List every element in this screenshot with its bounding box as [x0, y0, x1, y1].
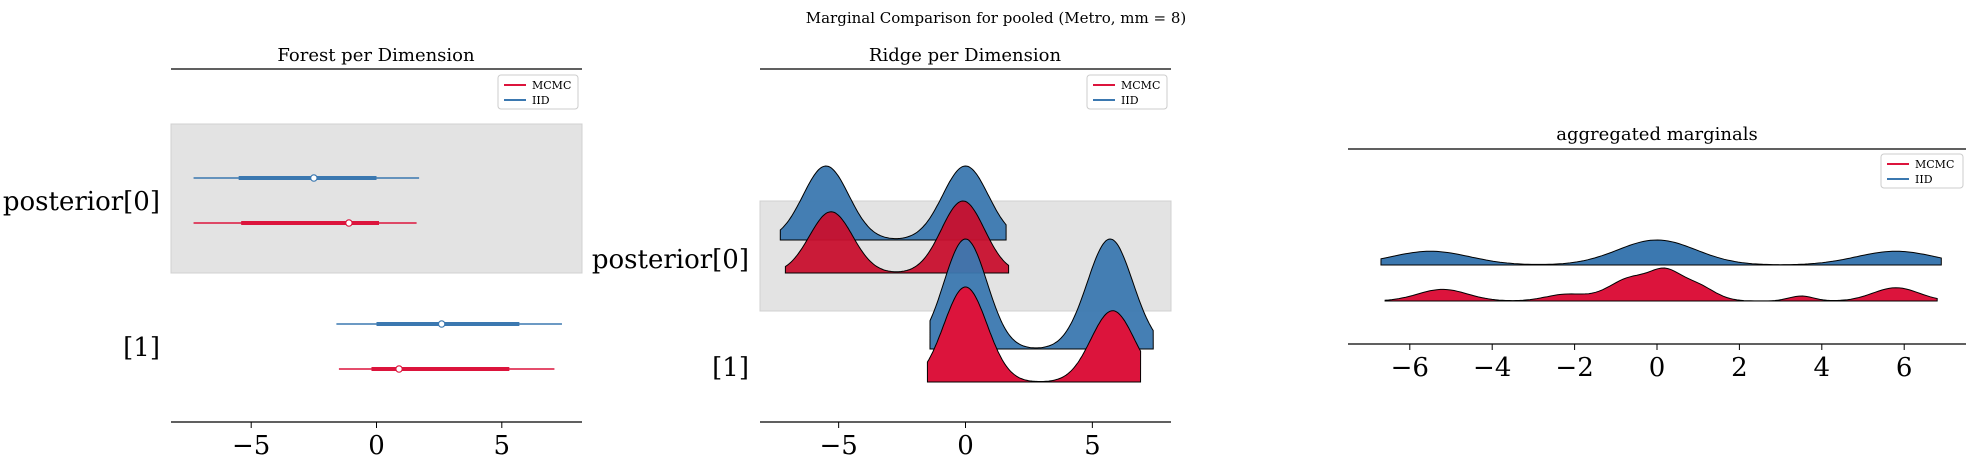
- aggregated-xtick: 0: [1649, 344, 1666, 383]
- legend-mcmc-label: MCMC: [1121, 79, 1160, 92]
- aggregated-xtick-label: 2: [1731, 353, 1748, 383]
- aggregated-iid-density: [1380, 239, 1942, 266]
- forest-row-1-iid: [336, 320, 562, 328]
- ridge-panel: Ridge per Dimension posterior[0] [1] −5 …: [592, 45, 1172, 461]
- ridge-xtick: 0: [957, 422, 974, 461]
- aggregated-xtick: −4: [1473, 344, 1511, 383]
- legend-mcmc-label: MCMC: [1915, 158, 1954, 171]
- aggregated-xtick-label: −4: [1473, 353, 1511, 383]
- aggregated-xtick-label: −2: [1555, 353, 1593, 383]
- aggregated-mcmc-density: [1384, 267, 1938, 302]
- forest-xtick: −5: [232, 422, 270, 461]
- ridge-xtick: 5: [1084, 422, 1101, 461]
- aggregated-xticks: −6 −4 −2 0 2 4 6: [1391, 344, 1913, 383]
- forest-row-1-iid-point: [437, 320, 446, 328]
- legend-mcmc-label: MCMC: [532, 79, 571, 92]
- forest-row-1-mcmc-point: [395, 365, 403, 373]
- aggregated-xtick-label: 0: [1649, 353, 1666, 383]
- ridge-row-1-mcmc-density: [926, 286, 1142, 383]
- aggregated-xtick-label: 4: [1814, 353, 1831, 383]
- forest-ylabel-1: [1]: [123, 333, 160, 363]
- aggregated-title: aggregated marginals: [1556, 124, 1757, 145]
- ridge-xtick-label: 0: [957, 431, 974, 461]
- forest-row-0-iid: [193, 174, 420, 182]
- aggregated-legend: MCMC IID: [1880, 153, 1964, 189]
- aggregated-xtick-label: 6: [1896, 353, 1913, 383]
- ridge-legend: MCMC IID: [1086, 74, 1168, 110]
- forest-row-0-mcmc-point: [345, 219, 353, 227]
- aggregated-panel: aggregated marginals −6 −4 −2 0 2 4 6 MC…: [1348, 124, 1966, 383]
- forest-title: Forest per Dimension: [277, 45, 475, 66]
- forest-shaded-row: [170, 123, 583, 274]
- aggregated-xtick: −6: [1391, 344, 1429, 383]
- ridge-ylabel-0: posterior[0]: [592, 245, 749, 275]
- forest-xtick: 0: [368, 422, 385, 461]
- forest-xtick-label: 0: [368, 431, 385, 461]
- ridge-xticks: −5 0 5: [819, 422, 1101, 461]
- forest-xtick-label: −5: [232, 431, 270, 461]
- ridge-xtick-label: −5: [819, 431, 857, 461]
- legend-iid-label: IID: [1121, 94, 1139, 107]
- forest-intervals: [193, 174, 562, 373]
- aggregated-xtick: −2: [1555, 344, 1594, 383]
- aggregated-xtick: 4: [1814, 344, 1831, 383]
- ridge-ylabel-1: [1]: [712, 353, 749, 383]
- forest-ylabel-0: posterior[0]: [3, 187, 160, 217]
- aggregated-xtick: 6: [1896, 344, 1913, 383]
- aggregated-xtick-label: −6: [1391, 353, 1429, 383]
- forest-row-1-mcmc: [338, 365, 555, 373]
- ridge-xtick-label: 5: [1084, 431, 1101, 461]
- legend-iid-label: IID: [532, 94, 550, 107]
- ridge-title: Ridge per Dimension: [869, 45, 1062, 66]
- forest-row-0-iid-point: [310, 174, 318, 182]
- legend-iid-label: IID: [1915, 173, 1933, 186]
- forest-xticks: −5 0 5: [232, 422, 510, 461]
- ridge-xtick: −5: [819, 422, 858, 461]
- forest-row-0-mcmc: [193, 219, 417, 227]
- figure-suptitle: Marginal Comparison for pooled (Metro, m…: [806, 9, 1186, 27]
- aggregated-xtick: 2: [1731, 344, 1748, 383]
- forest-xtick: 5: [494, 422, 511, 461]
- forest-xtick-label: 5: [494, 431, 511, 461]
- forest-panel: Forest per Dimension posterior[0] [1]: [3, 45, 583, 461]
- ridge-row-0-mcmc-density: [784, 200, 1010, 274]
- forest-legend: MCMC IID: [497, 74, 579, 110]
